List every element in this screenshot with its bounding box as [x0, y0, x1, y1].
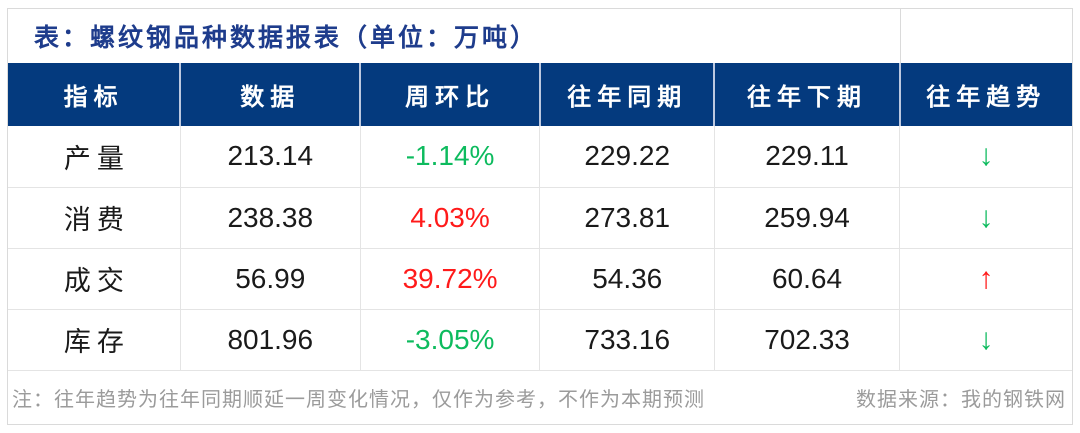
title-row: 表：螺纹钢品种数据报表（单位：万吨）	[8, 9, 1072, 63]
trend-up-arrow-icon: ↑	[899, 248, 1072, 310]
row-value: 56.99	[179, 248, 361, 310]
row-prev-next: 229.11	[713, 126, 900, 188]
row-prev-same: 273.81	[539, 187, 715, 249]
row-indicator: 产量	[8, 126, 181, 188]
row-wow-percent: -3.05%	[359, 309, 540, 371]
data-source-text: 数据来源：我的钢铁网	[856, 389, 1066, 411]
row-prev-next: 60.64	[713, 248, 900, 310]
title-spacer	[900, 9, 1072, 63]
header-prev-next-period: 往年下期	[713, 63, 900, 126]
row-value: 213.14	[179, 126, 361, 188]
header-wow: 周环比	[359, 63, 540, 126]
row-indicator: 成交	[8, 248, 181, 310]
trend-down-arrow-icon: ↓	[899, 309, 1072, 371]
row-prev-next: 259.94	[713, 187, 900, 249]
row-wow-percent: -1.14%	[359, 126, 540, 188]
footer-row: 注：往年趋势为往年同期顺延一周变化情况，仅作为参考，不作为本期预测 数据来源：我…	[8, 371, 1072, 425]
row-indicator: 消费	[8, 187, 181, 249]
header-prev-trend: 往年趋势	[898, 63, 1072, 126]
table-header: 指标 数据 周环比 往年同期 往年下期 往年趋势	[8, 63, 1072, 126]
row-value: 801.96	[179, 309, 361, 371]
header-data: 数据	[179, 63, 361, 126]
row-indicator: 库存	[8, 309, 181, 371]
row-prev-same: 229.22	[539, 126, 715, 188]
table-row-inventory: 库存 801.96 -3.05% 733.16 702.33 ↓	[8, 309, 1072, 371]
trend-down-arrow-icon: ↓	[899, 126, 1072, 188]
header-prev-same-period: 往年同期	[538, 63, 715, 126]
row-wow-percent: 39.72%	[359, 248, 540, 310]
rebar-data-table: 指标 数据 周环比 往年同期 往年下期 往年趋势 产量 213.14 -1.14…	[8, 63, 1072, 371]
page-title: 表：螺纹钢品种数据报表（单位：万吨）	[34, 25, 539, 52]
row-prev-same: 733.16	[539, 309, 715, 371]
report-card: 表：螺纹钢品种数据报表（单位：万吨） 指标 数据 周环比 往年同期 往年下期 往…	[7, 8, 1073, 425]
row-wow-percent: 4.03%	[359, 187, 540, 249]
header-indicator: 指标	[8, 63, 181, 126]
table-row-transactions: 成交 56.99 39.72% 54.36 60.64 ↑	[8, 248, 1072, 310]
trend-down-arrow-icon: ↓	[899, 187, 1072, 249]
header-row: 指标 数据 周环比 往年同期 往年下期 往年趋势	[8, 63, 1072, 126]
row-prev-same: 54.36	[539, 248, 715, 310]
table-row-output: 产量 213.14 -1.14% 229.22 229.11 ↓	[8, 126, 1072, 188]
table-row-consumption: 消费 238.38 4.03% 273.81 259.94 ↓	[8, 187, 1072, 249]
row-value: 238.38	[179, 187, 361, 249]
row-prev-next: 702.33	[713, 309, 900, 371]
table-body: 产量 213.14 -1.14% 229.22 229.11 ↓ 消费 238.…	[8, 126, 1072, 371]
footnote-text: 注：往年趋势为往年同期顺延一周变化情况，仅作为参考，不作为本期预测	[12, 389, 705, 411]
